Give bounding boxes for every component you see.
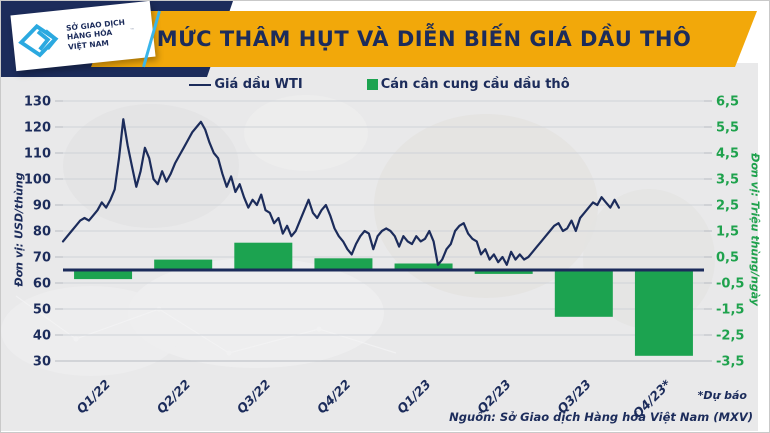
legend-item-balance: Cán cân cung cầu dầu thô (366, 77, 570, 92)
right-axis-unit-label: Đơn vị: Triệu thùng/ngày (748, 153, 762, 306)
trademark-mark: ™ (129, 27, 136, 35)
chart-title: MỨC THÂM HỤT VÀ DIỄN BIẾN GIÁ DẦU THÔ (156, 27, 692, 51)
legend: Giá dầu WTI Cán cân cung cầu dầu thô (1, 77, 758, 92)
forecast-footnote: *Dự báo (697, 389, 747, 402)
legend-item-wti: Giá dầu WTI (189, 77, 303, 92)
square-swatch-icon (366, 79, 378, 90)
title-banner: MỨC THÂM HỤT VÀ DIỄN BIẾN GIÁ DẦU THÔ (91, 11, 757, 67)
left-axis-unit-label: Đơn vị: USD/thùng (12, 172, 26, 287)
chart-panel (1, 63, 758, 431)
line-swatch-icon (189, 83, 212, 86)
mxv-logo-text: SỞ GIAO DỊCH HÀNG HÓA VIỆT NAM (66, 18, 128, 52)
source-credit: Nguồn: Sở Giao dịch Hàng hóa Việt Nam (M… (449, 410, 753, 424)
mxv-logo-icon (18, 23, 59, 58)
legend-label-wti: Giá dầu WTI (214, 77, 303, 92)
mxv-logo-card: SỞ GIAO DỊCH HÀNG HÓA VIỆT NAM ™ (10, 1, 156, 72)
legend-label-balance: Cán cân cung cầu dầu thô (380, 77, 570, 92)
